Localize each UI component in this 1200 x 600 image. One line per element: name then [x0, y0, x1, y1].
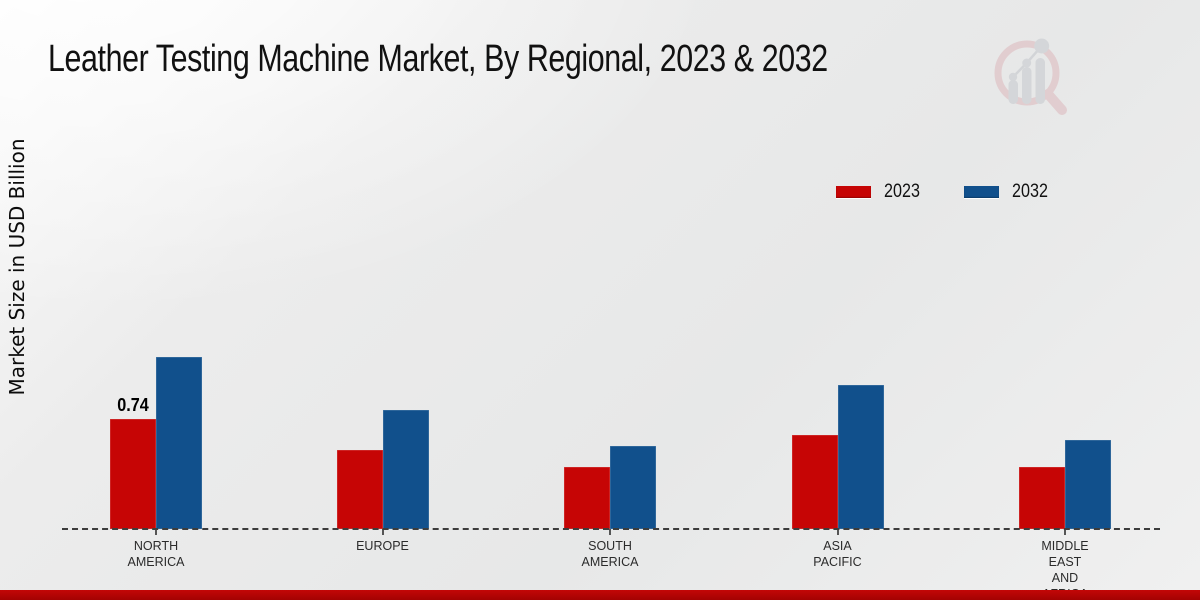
legend-swatch-2032 — [964, 186, 1000, 198]
legend-item-2023: 2023 — [836, 181, 926, 203]
legend-swatch-2023 — [836, 186, 871, 198]
bar-2032-europe — [382, 410, 429, 529]
bar-2023-asia-pacific — [791, 435, 838, 529]
baseline-dashed-line — [62, 528, 1160, 530]
axis-tick-north-america — [155, 529, 157, 535]
y-axis-label: Market Size in USD Billion — [5, 138, 29, 396]
chart-title: Leather Testing Machine Market, By Regio… — [48, 38, 828, 80]
bar-2032-asia-pacific — [837, 384, 884, 529]
category-label-asia-pacific: ASIA PACIFIC — [813, 539, 862, 569]
category-label-north-america: NORTH AMERICA — [127, 539, 185, 569]
legend: 2023 2032 — [836, 181, 1055, 203]
bar-2032-middle-east-and-africa — [1065, 439, 1111, 529]
axis-tick-middle-east-and-africa — [1064, 529, 1066, 535]
legend-item-2032: 2032 — [964, 181, 1054, 203]
category-label-south-america: SOUTH AMERICA — [581, 539, 639, 569]
bar-2023-middle-east-and-africa — [1019, 466, 1065, 529]
axis-tick-south-america — [609, 529, 611, 535]
footer-accent-bar — [0, 590, 1200, 600]
bar-2023-south-america — [564, 466, 610, 529]
bar-2023-europe — [336, 450, 383, 529]
category-label-europe: EUROPE — [356, 539, 409, 553]
axis-tick-asia-pacific — [836, 529, 839, 535]
magnifier-bar-chart-logo-icon — [994, 38, 1067, 115]
bar-2032-north-america — [156, 356, 202, 529]
legend-label-2023: 2023 — [884, 181, 920, 202]
data-label-north-america-2023: 0.74 — [117, 395, 149, 416]
legend-label-2032: 2032 — [1012, 181, 1049, 202]
axis-tick-europe — [381, 529, 384, 535]
bar-2032-south-america — [610, 445, 656, 529]
bar-2023-north-america — [110, 419, 156, 529]
